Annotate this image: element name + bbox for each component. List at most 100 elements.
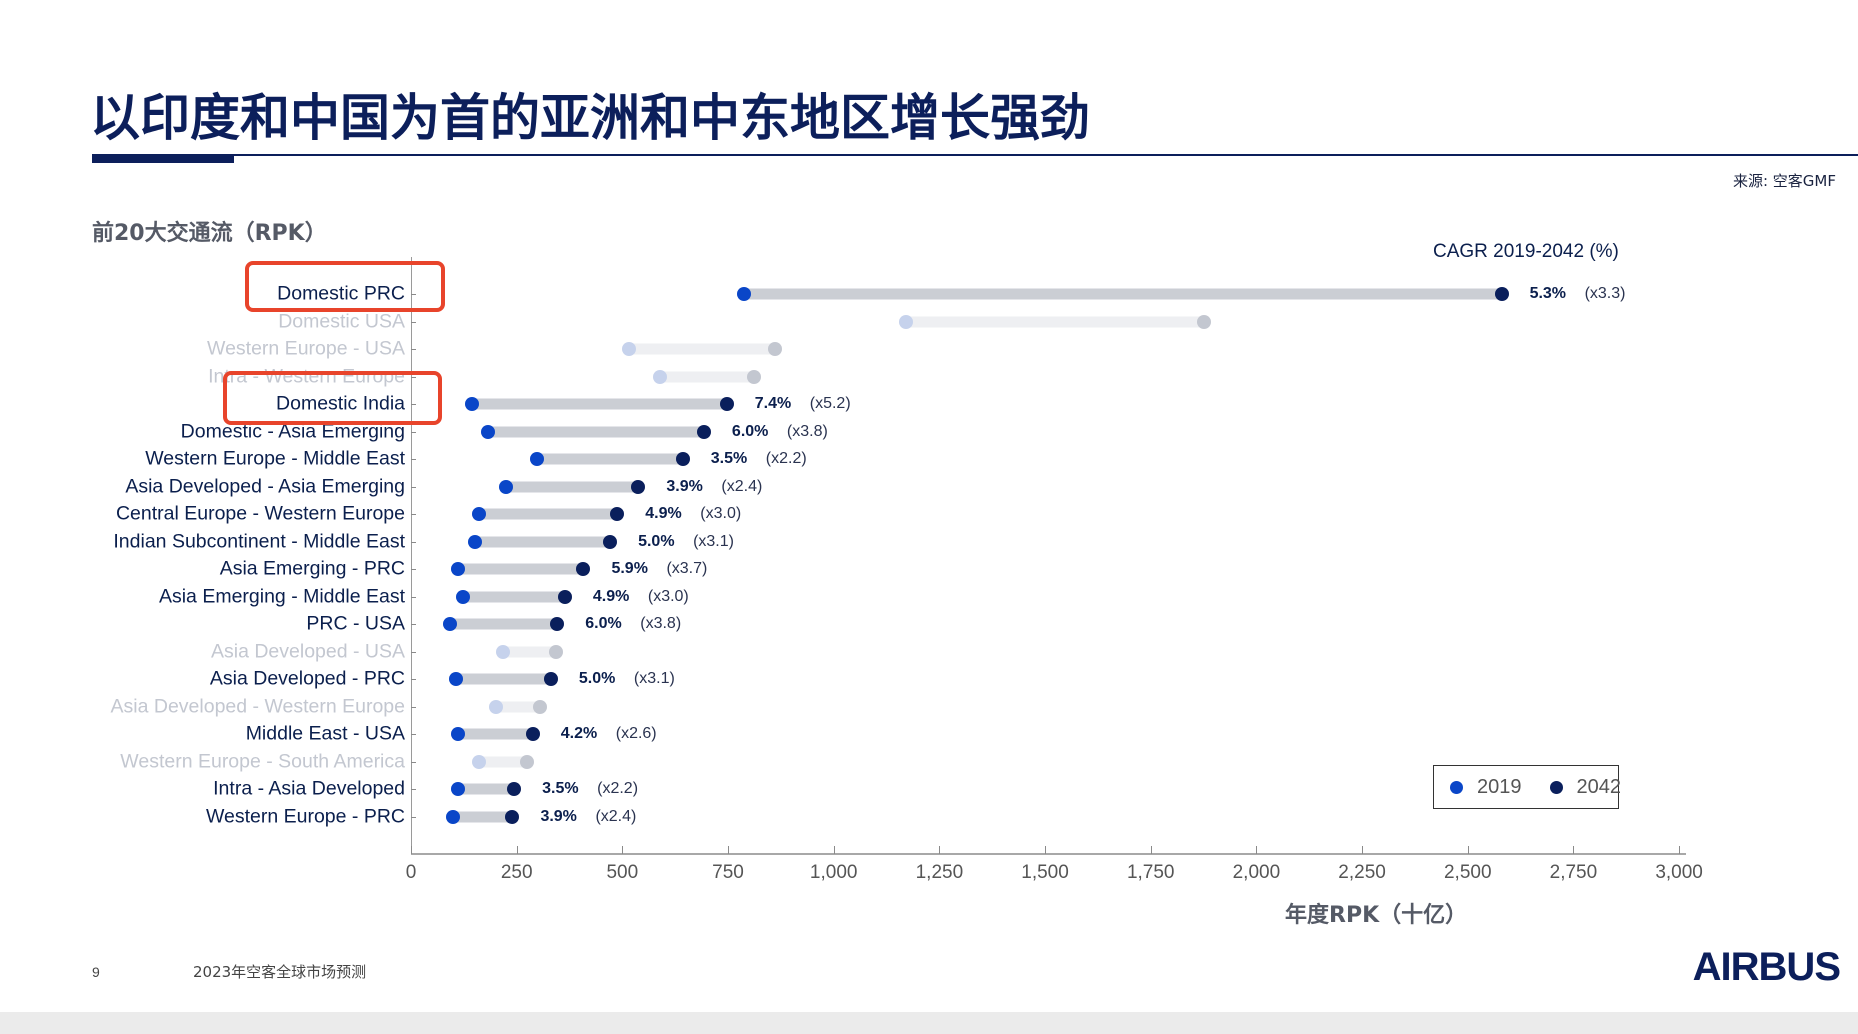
y-tick (411, 404, 416, 405)
x-tick (1467, 846, 1469, 854)
y-tick (411, 569, 416, 570)
row-label: Indian Subcontinent - Middle East (113, 530, 405, 552)
growth-multiple: (x3.8) (786, 422, 828, 440)
growth-multiple: (x5.2) (809, 395, 851, 412)
x-tick (1256, 846, 1258, 854)
range-bar (463, 591, 565, 602)
dot-2042 (543, 672, 558, 686)
range-bar (659, 371, 755, 382)
growth-multiple: (x3.3) (1584, 285, 1626, 302)
legend-item-2019: 2019 (1450, 776, 1522, 799)
growth-multiple: (x3.7) (666, 560, 708, 577)
dot-2019 (529, 452, 544, 466)
row-label: Intra - Asia Developed (213, 777, 405, 800)
growth-multiple: (x2.4) (721, 477, 763, 495)
dot-2019 (499, 479, 514, 494)
dot-2042 (1494, 287, 1509, 301)
dot-2019 (652, 369, 667, 384)
x-tick-label: 750 (712, 862, 744, 883)
dot-2042 (719, 397, 734, 411)
range-bar (506, 481, 639, 492)
range-bar (458, 728, 533, 740)
range-bar (629, 343, 775, 355)
dot-2019 (472, 754, 487, 769)
cagr-value: 6.0% (731, 422, 769, 440)
footer-text: 2023年空客全球市场预测 (193, 963, 367, 981)
cagr-value: 5.9% (611, 560, 648, 577)
x-tick-label: 1,750 (1126, 862, 1175, 883)
range-bar (471, 398, 727, 410)
dot-2042 (507, 782, 522, 796)
row-label: Intra - Western Europe (208, 365, 405, 387)
range-bar (458, 783, 515, 795)
dot-2019 (622, 342, 637, 356)
growth-multiple: (x2.2) (597, 780, 639, 797)
range-bar (455, 673, 551, 685)
row-label: Asia Emerging - PRC (219, 557, 405, 580)
legend-dot-icon (1450, 780, 1463, 794)
growth-multiple: (x3.1) (633, 670, 675, 687)
dot-2019 (442, 617, 457, 631)
source-note: 来源: 空客GMF (1732, 172, 1836, 190)
dot-2019 (451, 727, 466, 741)
x-axis-line (411, 853, 1686, 855)
dot-2019 (456, 589, 471, 604)
x-tick-label: 2,500 (1443, 862, 1492, 883)
legend-label: 2019 (1477, 775, 1522, 798)
y-tick (411, 734, 416, 735)
dot-2042 (550, 617, 565, 631)
x-tick (1150, 846, 1152, 854)
x-axis-title: 年度RPK（十亿） (1285, 903, 1468, 928)
row-label: Asia Emerging - Middle East (158, 585, 405, 607)
y-axis-line (411, 257, 412, 854)
cagr-value: 5.3% (1529, 285, 1567, 302)
x-tick (939, 846, 941, 854)
dot-2019 (737, 287, 752, 301)
x-tick-label: 1,500 (1021, 862, 1069, 883)
dot-2042 (557, 589, 572, 604)
row-label: Asia Developed - USA (210, 640, 405, 662)
row-label: Western Europe - USA (207, 337, 405, 360)
dot-2042 (603, 534, 618, 549)
growth-multiple: (x3.1) (693, 532, 734, 550)
row-label: Middle East - USA (245, 722, 405, 745)
cagr-value: 5.0% (578, 670, 616, 687)
cagr-value: 3.9% (540, 807, 577, 825)
y-tick (411, 349, 416, 350)
cagr-header: CAGR 2019-2042 (%) (1433, 241, 1619, 262)
cagr-value: 4.2% (560, 725, 598, 742)
row-label: PRC - USA (306, 612, 405, 635)
range-bar (479, 756, 527, 767)
row-label: Asia Developed - PRC (209, 667, 405, 690)
y-tick (411, 651, 416, 653)
highlight-box-domestic-prc (245, 261, 445, 312)
bottom-strip (0, 1012, 1858, 1034)
dot-2042 (505, 809, 520, 824)
y-tick (411, 541, 416, 543)
dot-2019 (451, 562, 466, 576)
range-bar (488, 426, 704, 437)
row-label: Central Europe - Western Europe (115, 502, 405, 525)
y-tick (411, 486, 416, 488)
x-tick-label: 2,000 (1232, 862, 1281, 883)
range-bar (449, 618, 558, 630)
dot-2042 (767, 342, 782, 356)
dot-2019 (448, 672, 463, 686)
dot-2019 (481, 424, 496, 439)
cagr-value: 4.9% (645, 505, 682, 522)
dot-2042 (519, 754, 534, 769)
y-tick (411, 706, 416, 708)
x-tick (622, 846, 624, 854)
growth-multiple: (x3.0) (647, 587, 689, 605)
x-tick-label: 0 (405, 862, 417, 883)
growth-multiple: (x3.0) (700, 505, 742, 522)
y-tick (411, 321, 416, 323)
dot-2019 (472, 507, 487, 521)
row-label: Western Europe - South America (120, 750, 405, 772)
dot-2042 (548, 644, 563, 659)
dot-2042 (631, 479, 646, 494)
cagr-value: 3.9% (666, 477, 703, 495)
row-label: Western Europe - PRC (205, 805, 405, 827)
legend-label: 2042 (1576, 775, 1622, 798)
